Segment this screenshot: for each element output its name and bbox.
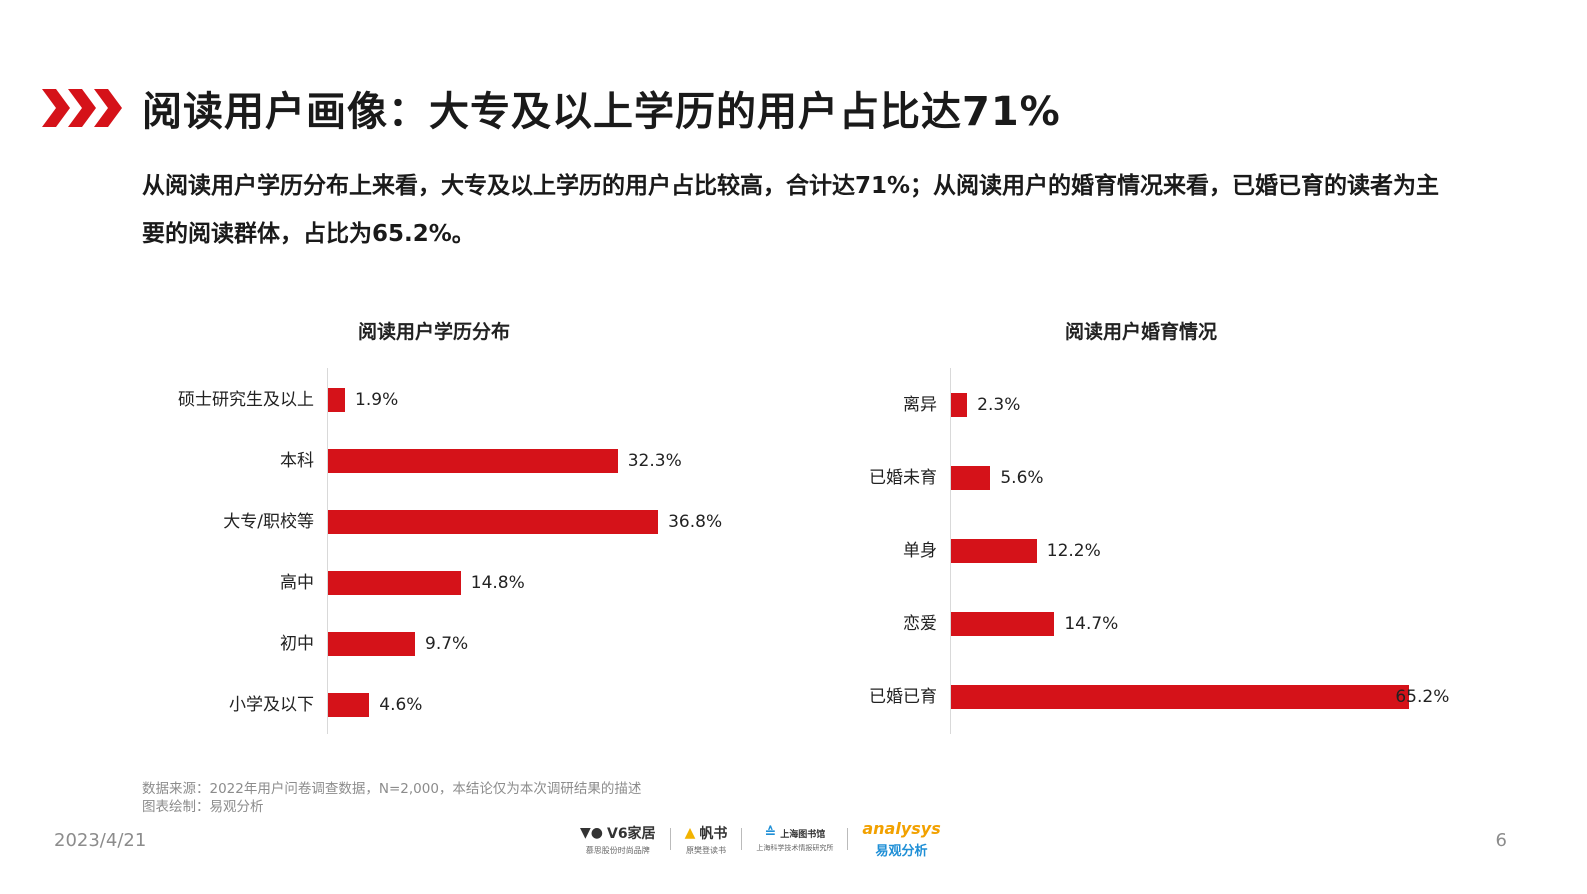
source-line: 数据来源：2022年用户问卷调查数据，N=2,000，本结论仅为本次调研结果的描… — [142, 781, 642, 797]
value-label: 9.7% — [425, 634, 469, 654]
value-label: 5.6% — [1000, 468, 1044, 488]
partner-logos: ▼● V6家居 慕思股份时尚品牌 ▲ 帆书 原樊登读书 ≙ 上海图书馆 上海科学技术情… — [580, 816, 941, 862]
value-label: 32.3% — [627, 451, 682, 471]
category-label: 大专/职校等 — [223, 512, 314, 532]
category-label: 已婚未育 — [869, 468, 937, 488]
category-label: 恋爱 — [903, 614, 937, 634]
value-label: 14.7% — [1064, 614, 1119, 634]
category-label: 硕士研究生及以上 — [178, 390, 314, 410]
value-label: 14.8% — [470, 573, 525, 593]
source-note: 数据来源：2022年用户问卷调查数据，N=2,000，本结论仅为本次调研结果的描… — [142, 780, 641, 816]
bar — [951, 393, 968, 417]
bar — [951, 685, 1410, 709]
fanshu-logo: ▲ 帆书 原樊登读书 — [684, 824, 728, 855]
page-number: 6 — [1495, 830, 1507, 851]
title-row: 阅读用户画像：大专及以上学历的用户占比达71% — [42, 78, 1061, 138]
bar — [328, 510, 659, 534]
bar — [951, 612, 1055, 636]
category-label: 离异 — [903, 395, 937, 415]
category-label: 初中 — [280, 634, 314, 654]
bar — [328, 388, 346, 412]
category-label: 单身 — [903, 541, 937, 561]
value-label: 36.8% — [668, 512, 723, 532]
divider — [669, 828, 671, 850]
v6-mark-icon: ▼● — [580, 824, 603, 841]
value-label: 1.9% — [355, 390, 399, 410]
marital-chart: 阅读用户婚育情况 离异 2.3% 已婚未育 5.6% 单身 12.2% 恋爱 14.7% 已婚已… — [869, 321, 1450, 734]
value-label: 2.3% — [977, 395, 1021, 415]
category-label: 小学及以下 — [229, 695, 314, 715]
summary-text: 从阅读用户学历分布上来看，大专及以上学历的用户占比较高，合计达71%；从阅读用户… — [142, 173, 1440, 247]
value-label: 65.2% — [1395, 687, 1450, 707]
bar — [328, 693, 370, 717]
y-axis — [950, 368, 951, 734]
category-label: 高中 — [280, 573, 314, 593]
bar — [328, 632, 415, 656]
y-axis — [327, 368, 328, 734]
library-mark-icon: ≙ — [764, 825, 777, 841]
chart-title: 阅读用户学历分布 — [358, 321, 511, 343]
value-label: 4.6% — [379, 695, 423, 715]
category-label: 本科 — [280, 451, 314, 471]
v6-logo: ▼● V6家居 慕思股份时尚品牌 — [580, 824, 656, 855]
bar — [328, 449, 618, 473]
analysys-logo: analysys 易观分析 — [862, 819, 941, 859]
fanshu-mark-icon: ▲ — [684, 824, 696, 841]
chart-title: 阅读用户婚育情况 — [1065, 321, 1218, 343]
bar — [328, 571, 461, 595]
footer-date: 2023/4/21 — [54, 830, 147, 851]
value-label: 12.2% — [1046, 541, 1101, 561]
credit-line: 图表绘制：易观分析 — [142, 799, 264, 815]
divider — [847, 828, 849, 850]
education-chart: 阅读用户学历分布 硕士研究生及以上 1.9% 本科 32.3% 大专/职校等 36.8% 高… — [0, 0, 800, 760]
category-label: 已婚已育 — [869, 687, 937, 707]
bar — [951, 539, 1037, 563]
triple-chevron-right-icon — [42, 89, 122, 127]
bar — [951, 466, 991, 490]
library-logo: ≙ 上海图书馆 上海科学技术情报研究所 — [756, 825, 834, 852]
page-title: 阅读用户画像：大专及以上学历的用户占比达71% — [142, 89, 1061, 135]
divider — [741, 828, 743, 850]
